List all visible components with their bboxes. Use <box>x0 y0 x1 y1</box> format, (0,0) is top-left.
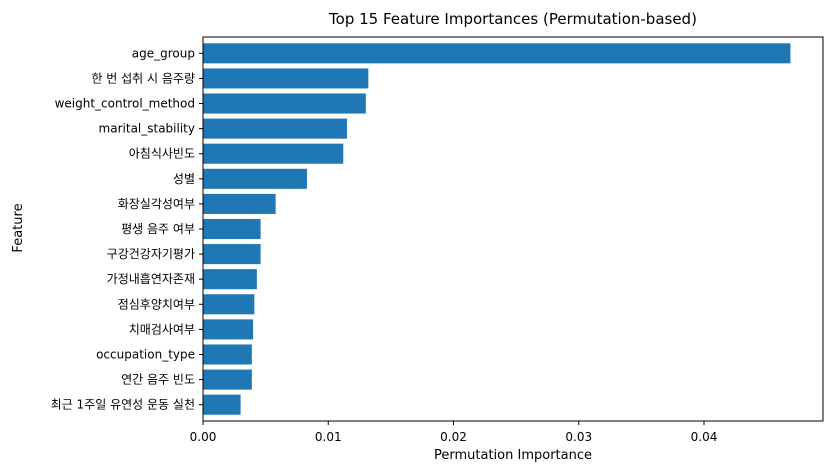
bar-3 <box>203 118 348 139</box>
x-axis-title: Permutation Importance <box>434 448 592 463</box>
y-tick-label: 화장실각성여부 <box>118 197 195 211</box>
bar-12 <box>203 344 252 365</box>
bar-7 <box>203 218 261 240</box>
x-axis-ticks: 0.00 0.01 0.02 0.03 0.04 <box>190 421 718 444</box>
y-tick-label: 최근 1주일 유연성 운동 실천 <box>51 397 195 412</box>
bar-0 <box>203 43 791 64</box>
y-tick-label: 치매검사여부 <box>129 322 195 336</box>
chart-title: Top 15 Feature Importances (Permutation-… <box>328 10 697 28</box>
bar-4 <box>203 143 344 164</box>
y-tick-label: 평생 음주 여부 <box>121 222 195 236</box>
x-tick-label: 0.02 <box>440 430 467 444</box>
y-axis-ticks: age_group 한 번 섭취 시 음주량 weight_control_meth… <box>51 46 203 412</box>
bars-group <box>203 43 791 415</box>
x-tick-label: 0.03 <box>565 430 592 444</box>
y-tick-label: 연간 음주 빈도 <box>121 373 195 387</box>
y-tick-label: 아침식사빈도 <box>129 147 195 161</box>
bar-6 <box>203 193 276 214</box>
y-axis-title: Feature <box>11 203 26 252</box>
bar-14 <box>203 394 241 415</box>
y-tick-label: 성별 <box>173 172 195 186</box>
plot-frame <box>202 36 824 422</box>
bar-2 <box>203 93 366 114</box>
bar-5 <box>203 168 307 189</box>
y-tick-label: marital_stability <box>99 122 195 136</box>
bar-1 <box>203 68 369 89</box>
bar-13 <box>203 369 252 390</box>
x-tick-label: 0.00 <box>190 430 217 444</box>
bar-10 <box>203 294 255 315</box>
y-tick-label: 구강건강자기평가 <box>107 247 195 261</box>
y-tick-label: 가정내흡연자존재 <box>107 272 195 286</box>
x-tick-label: 0.01 <box>315 430 342 444</box>
y-tick-label: age_group <box>132 46 195 60</box>
bar-11 <box>203 319 254 340</box>
x-tick-label: 0.04 <box>691 430 718 444</box>
y-tick-label: weight_control_method <box>55 97 195 111</box>
bar-8 <box>203 244 261 265</box>
y-tick-label: 점심후양치여부 <box>118 297 195 311</box>
y-tick-label: 한 번 섭취 시 음주량 <box>91 71 195 85</box>
bar-9 <box>203 269 257 290</box>
y-tick-label: occupation_type <box>96 347 195 361</box>
